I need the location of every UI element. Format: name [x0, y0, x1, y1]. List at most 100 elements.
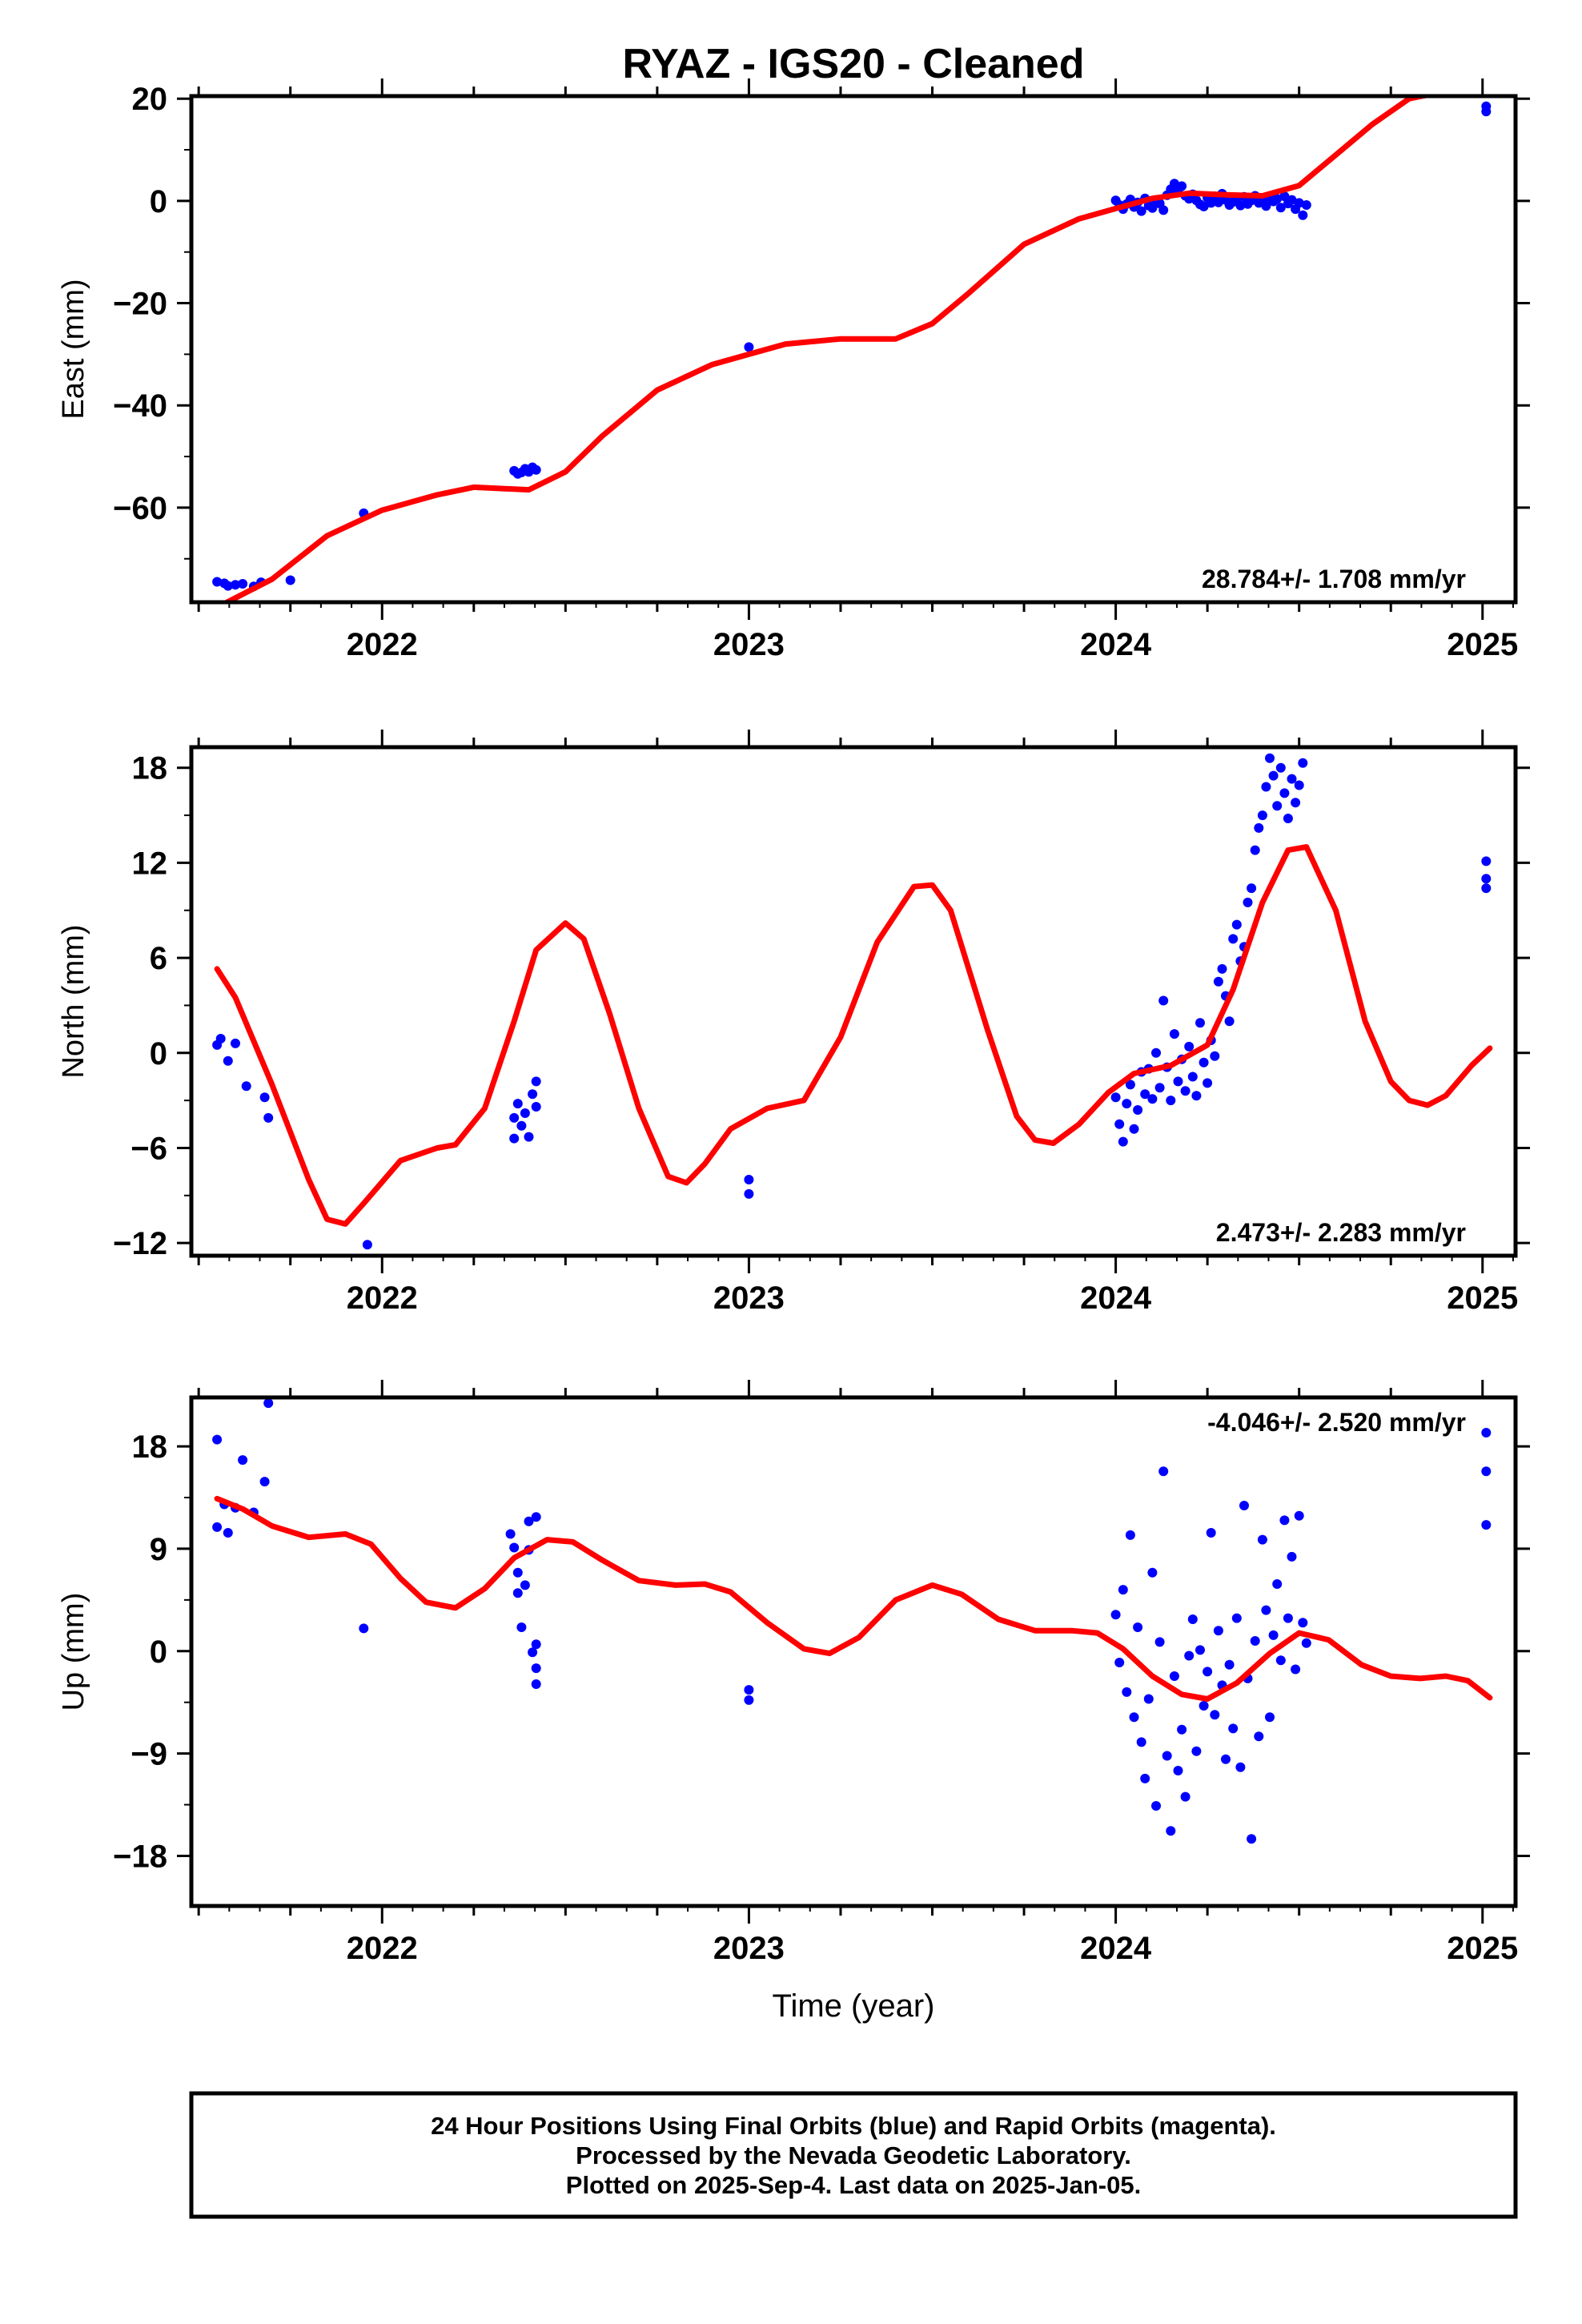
data-point-east: [231, 580, 240, 590]
data-point-up: [1254, 1731, 1264, 1742]
frame-east: [189, 94, 1518, 605]
data-point-up: [1166, 1826, 1176, 1836]
data-point-north: [1254, 822, 1264, 833]
data-point-north: [1158, 995, 1169, 1006]
data-point-east: [1169, 179, 1179, 189]
data-point-north: [1110, 1092, 1121, 1103]
data-point-north: [231, 1038, 240, 1048]
footer-line-1: 24 Hour Positions Using Final Orbits (bl…: [431, 2112, 1276, 2140]
data-point-east: [1301, 200, 1311, 210]
y-tick-label: −60: [113, 491, 167, 526]
data-point-up: [1257, 1534, 1267, 1545]
data-point-north: [259, 1092, 270, 1103]
data-point-east: [223, 581, 233, 591]
data-point-up: [1110, 1610, 1121, 1620]
data-point-east: [1294, 198, 1304, 208]
data-point-north: [1122, 1099, 1132, 1109]
panel-north: 2022 2023 2024 2025 18 12 6 0 −6 −12 North (mm) 2.4…: [57, 730, 1530, 1316]
data-point-up: [1133, 1622, 1143, 1632]
data-point-north: [1166, 1096, 1176, 1106]
data-point-up: [1147, 1567, 1158, 1578]
x-tick-label: 2025: [1447, 1281, 1518, 1316]
data-point-north: [1184, 1041, 1195, 1051]
data-point-north: [1125, 1080, 1135, 1090]
data-point-up: [1203, 1667, 1213, 1677]
data-point-north: [1272, 801, 1283, 811]
data-point-east: [1279, 191, 1290, 202]
data-point-north: [1213, 976, 1223, 987]
data-point-up: [1272, 1579, 1283, 1589]
x-tick-label: 2024: [1080, 1281, 1152, 1316]
data-point-up: [531, 1679, 541, 1689]
data-point-up: [1210, 1710, 1220, 1720]
data-point-up: [238, 1455, 248, 1466]
y-tick-label: −12: [113, 1226, 167, 1261]
y-tick-label: 18: [132, 751, 168, 786]
data-point-east: [1199, 201, 1209, 211]
x-tick-label: 2022: [347, 627, 418, 662]
data-point-north: [1147, 1094, 1158, 1104]
y-tick-label: 6: [150, 941, 167, 976]
y-axis-label-east: East (mm): [57, 279, 90, 419]
data-point-north: [362, 1240, 372, 1250]
data-point-up: [1173, 1766, 1183, 1775]
data-point-east: [531, 464, 541, 475]
data-point-up: [1287, 1551, 1297, 1562]
data-point-north: [1187, 1072, 1198, 1082]
data-point-up: [744, 1695, 754, 1705]
footer-line-2: Processed by the Nevada Geodetic Laborat…: [576, 2141, 1131, 2169]
data-point-east: [1177, 181, 1187, 191]
data-point-north: [516, 1120, 527, 1131]
data-point-up: [263, 1398, 274, 1409]
x-tick-label: 2022: [347, 1931, 418, 1966]
data-point-up: [512, 1567, 523, 1578]
data-point-up: [1143, 1694, 1154, 1704]
data-point-north: [1114, 1119, 1125, 1129]
y-tick-label: 0: [150, 184, 167, 219]
x-tick-label: 2025: [1447, 1931, 1518, 1966]
data-point-up: [1291, 1664, 1301, 1675]
data-point-east: [1158, 205, 1169, 215]
data-point-up: [1283, 1613, 1293, 1623]
data-point-up: [1294, 1510, 1304, 1521]
data-point-east: [1147, 203, 1158, 213]
rate-label-north: 2.473+/- 2.283 mm/yr: [1216, 1218, 1466, 1247]
footer-line-3: Plotted on 2025-Sep-4. Last data on 2025…: [566, 2171, 1141, 2199]
data-point-north: [1140, 1089, 1150, 1100]
data-point-east: [1287, 195, 1297, 205]
data-point-north: [1287, 774, 1297, 784]
data-point-north: [528, 1089, 538, 1100]
data-point-north: [524, 1132, 534, 1142]
data-point-up: [1191, 1746, 1202, 1756]
data-point-north: [1231, 919, 1242, 930]
data-point-up: [1122, 1687, 1132, 1697]
data-point-north: [263, 1112, 274, 1123]
data-point-up: [1239, 1501, 1249, 1510]
data-point-north: [1129, 1124, 1139, 1134]
data-point-north: [1169, 1029, 1179, 1039]
data-point-north: [215, 1034, 226, 1043]
data-point-up: [1184, 1651, 1195, 1661]
data-point-north: [1283, 814, 1293, 823]
data-point-east: [212, 577, 223, 587]
data-point-east: [285, 575, 295, 585]
data-point-up: [1169, 1671, 1179, 1681]
y-tick-label: 18: [132, 1429, 168, 1465]
data-point-up: [1224, 1659, 1235, 1670]
data-point-north: [223, 1055, 233, 1066]
y-tick-label: −20: [113, 287, 167, 322]
data-point-north: [1151, 1047, 1161, 1058]
model-line-east: [220, 96, 1436, 602]
data-point-up: [1140, 1773, 1150, 1783]
data-point-east: [744, 342, 754, 352]
data-point-north: [1195, 1018, 1205, 1028]
data-point-east: [1136, 206, 1146, 216]
x-tick-label: 2023: [713, 1281, 785, 1316]
plot-area-east: [212, 96, 1492, 602]
data-point-north: [1247, 883, 1257, 894]
data-point-north: [744, 1175, 754, 1184]
model-line-up: [214, 1495, 1493, 1702]
y-tick-label: 0: [150, 1036, 167, 1072]
data-point-up: [1195, 1645, 1205, 1655]
